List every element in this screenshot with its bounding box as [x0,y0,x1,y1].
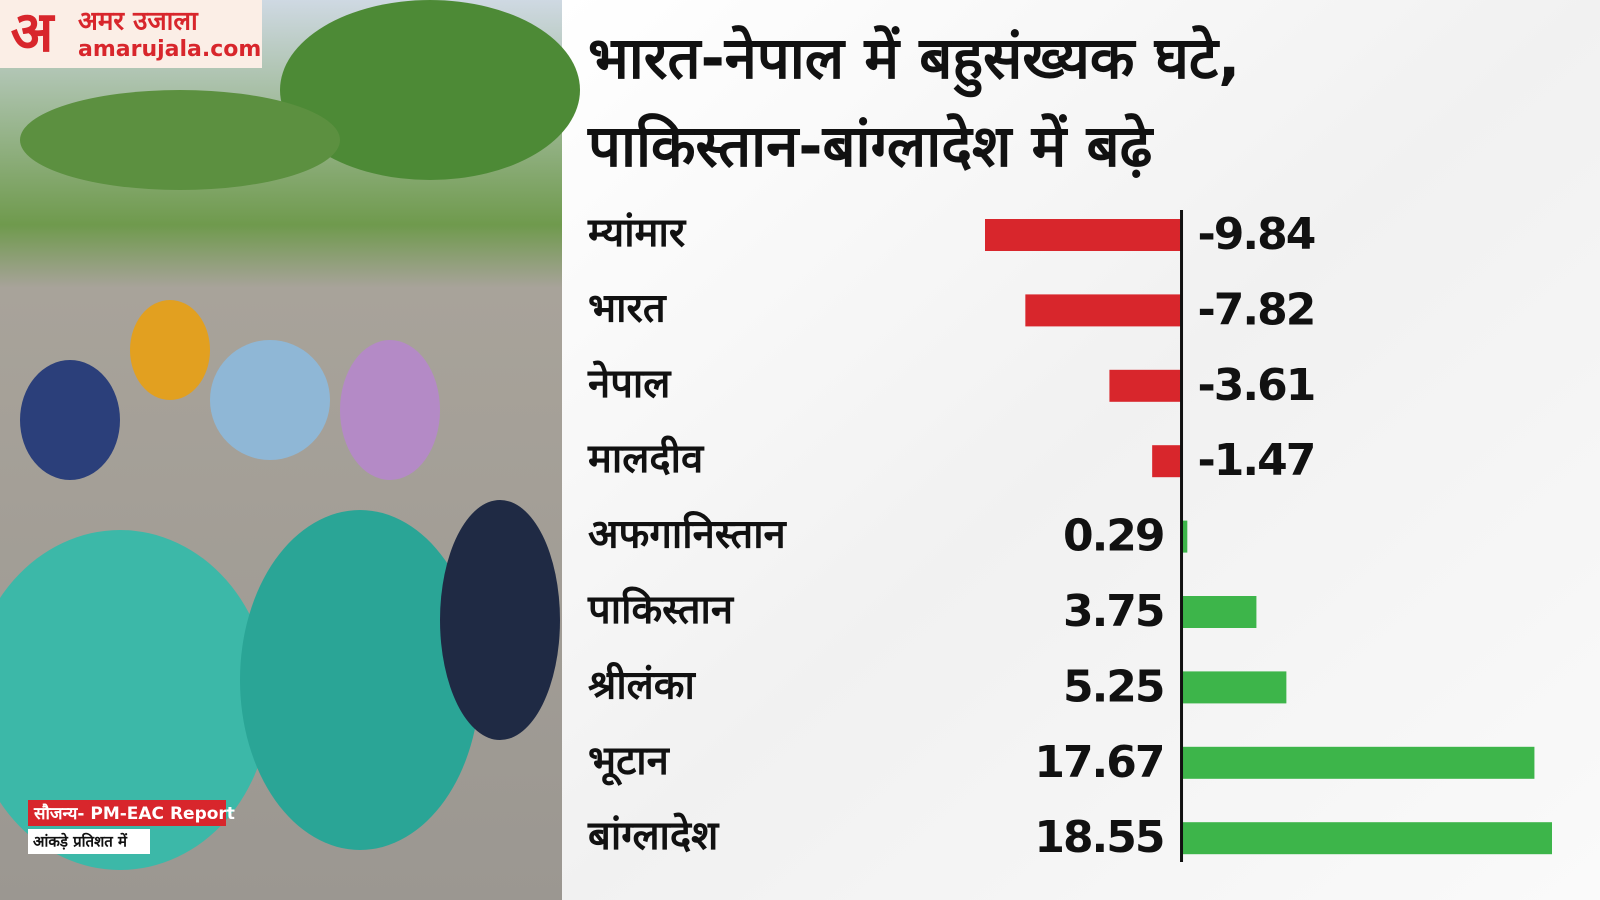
logo-name: अमर उजाला [78,7,199,37]
bar [1152,445,1182,478]
bar [1181,746,1535,779]
value-label: -1.47 [1198,435,1315,486]
value-label: 3.75 [1063,586,1164,637]
bar [1025,294,1182,327]
svg-text:अ: अ [11,0,56,65]
note-box [28,829,150,854]
value-label: 18.55 [1034,812,1163,863]
plot: म्यांमार -9.84 भारत -7.82 नेपाल -3.61 मालदीव -1… [587,209,1552,863]
chart-title: भारत-नेपाल में बहुसंख्यक घटे, [588,24,1240,98]
source-box [28,800,226,826]
value-label: -9.84 [1198,209,1315,260]
value-label: -3.61 [1198,360,1315,411]
category-label: भारत [588,285,667,331]
source: सौजन्य- PM-EAC Report [33,803,235,824]
value-label: -7.82 [1198,284,1315,335]
note: आंकड़े प्रतिशत में [33,833,128,851]
bar [1181,596,1257,628]
logo: अ अमर उजाला amarujala.com [0,0,262,68]
photo [0,0,580,900]
bar [1181,520,1188,553]
bar [1181,671,1287,704]
category-label: श्रीलंका [588,661,697,708]
bar [1109,369,1182,402]
category-label: म्यांमार [587,210,687,256]
chart-title: पाकिस्तान-बांग्लादेश में बढ़े [587,112,1155,180]
bar [1181,822,1552,855]
category-label: नेपाल [587,360,672,407]
value-label: 5.25 [1063,661,1164,712]
value-label: 0.29 [1063,511,1164,562]
logo-site: amarujala.com [78,37,261,62]
category-label: बांग्लादेश [587,812,720,859]
bar [985,219,1182,251]
category-label: पाकिस्तान [587,586,735,633]
category-label: मालदीव [587,435,705,482]
category-label: भूटान [588,738,671,786]
category-label: अफगानिस्तान [588,511,788,558]
value-label: 17.67 [1034,737,1163,788]
